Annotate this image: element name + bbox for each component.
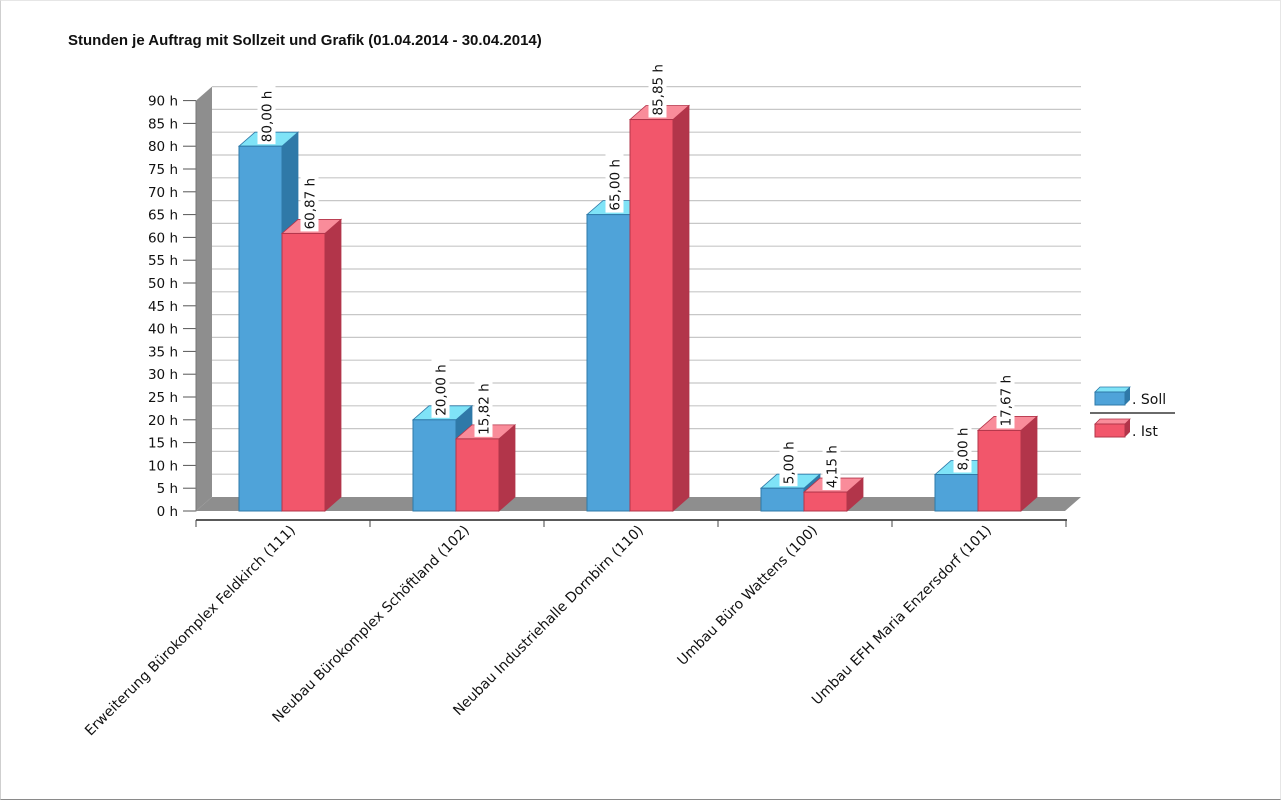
y-tick-label: 65 h — [148, 208, 178, 224]
data-label-text: 20,00 h — [434, 364, 450, 416]
data-label: 4,15 h — [822, 437, 841, 491]
x-category-label: Erweiterung Bürokomplex Feldkirch (111) — [82, 523, 299, 740]
bar-side-ist — [498, 423, 516, 512]
bar-ist — [629, 119, 674, 512]
data-label-text: 85,85 h — [651, 64, 667, 116]
bar-ist — [803, 491, 848, 512]
y-tick-label: 75 h — [148, 162, 178, 178]
data-label: 15,82 h — [474, 376, 493, 437]
data-label: 85,85 h — [648, 56, 667, 118]
bar-side-ist — [1020, 415, 1038, 512]
y-tick-label: 70 h — [148, 185, 178, 201]
data-label-text: 80,00 h — [260, 91, 276, 143]
y-tick-label: 55 h — [148, 253, 178, 269]
data-label: 8,00 h — [953, 419, 972, 473]
data-label-bg — [474, 376, 493, 437]
x-category-label: Umbau EFH Maria Enzersdorf (101) — [809, 523, 995, 709]
legend-label-soll: . Soll — [1132, 392, 1166, 408]
bar-soll — [760, 487, 805, 512]
bar-ist — [977, 429, 1022, 512]
legend-label-ist: . Ist — [1132, 424, 1158, 440]
y-tick-label: 30 h — [148, 367, 178, 383]
data-label-bg — [822, 437, 841, 491]
y-axis: 0 h 5 h 10 h 15 h 20 h 25 h 30 h 35 h 40 h 45 h 50… — [148, 94, 197, 520]
bar-soll — [412, 419, 457, 512]
x-axis: Erweiterung Bürokomplex Feldkirch (111)N… — [82, 519, 1067, 740]
bar-side-ist — [672, 104, 690, 512]
x-category-label: Umbau Büro Wattens (100) — [674, 523, 820, 669]
data-label: 80,00 h — [257, 83, 276, 145]
bar-soll — [238, 145, 283, 512]
data-label-text: 8,00 h — [956, 428, 972, 471]
bar-ist — [281, 232, 326, 512]
data-label-bg — [648, 56, 667, 118]
bar-ist — [455, 438, 500, 512]
data-label: 20,00 h — [431, 357, 450, 418]
legend-swatch-top-ist — [1094, 418, 1131, 425]
chart-title: Stunden je Auftrag mit Sollzeit und Graf… — [68, 32, 542, 49]
bar-soll — [586, 214, 631, 512]
data-label-text: 4,15 h — [825, 445, 841, 488]
legend-swatch-top-soll — [1094, 386, 1131, 393]
data-label-bg — [996, 367, 1015, 429]
y-tick-label: 90 h — [148, 94, 178, 110]
legend-swatch-soll — [1094, 391, 1126, 406]
data-label-bg — [953, 419, 972, 473]
y-tick-label: 10 h — [148, 458, 178, 474]
left-wall — [196, 86, 212, 511]
y-tick-label: 0 h — [157, 504, 178, 520]
data-label-bg — [431, 357, 450, 418]
y-tick-label: 80 h — [148, 139, 178, 155]
bar-side-ist — [324, 218, 342, 512]
y-tick-label: 45 h — [148, 299, 178, 315]
y-tick-label: 50 h — [148, 276, 178, 292]
y-tick-label: 85 h — [148, 116, 178, 132]
x-category-label: Neubau Bürokomplex Schöftland (102) — [270, 523, 473, 726]
y-tick-label: 20 h — [148, 413, 178, 429]
legend-swatch-ist — [1094, 423, 1126, 438]
legend: . Soll . Ist — [1090, 386, 1175, 440]
x-category-label: Neubau Industriehalle Dornbirn (110) — [450, 523, 646, 719]
y-tick-label: 40 h — [148, 322, 178, 338]
bar-soll — [934, 474, 979, 512]
y-tick-label: 5 h — [157, 481, 178, 497]
data-label-bg — [300, 170, 319, 232]
legend-swatch-side-soll — [1125, 387, 1130, 405]
data-label: 60,87 h — [300, 170, 319, 232]
y-tick-label: 35 h — [148, 344, 178, 360]
data-label: 65,00 h — [605, 151, 624, 213]
y-tick-label: 15 h — [148, 436, 178, 452]
legend-swatch-side-ist — [1125, 419, 1130, 437]
data-label-text: 60,87 h — [303, 178, 319, 230]
data-label: 5,00 h — [779, 433, 798, 487]
data-labels: 80,00 h 60,87 h 20,00 h 15,82 h 65,00 h 85,85… — [257, 56, 1015, 491]
data-label-text: 5,00 h — [782, 441, 798, 484]
data-label: 17,67 h — [996, 367, 1015, 429]
chart-bars — [237, 104, 1039, 512]
data-label-text: 65,00 h — [608, 159, 624, 211]
data-label-bg — [605, 151, 624, 213]
y-tick-label: 25 h — [148, 390, 178, 406]
data-label-text: 17,67 h — [999, 375, 1015, 427]
data-label-bg — [257, 83, 276, 145]
data-label-text: 15,82 h — [477, 383, 493, 435]
data-label-bg — [779, 433, 798, 487]
y-tick-label: 60 h — [148, 230, 178, 246]
